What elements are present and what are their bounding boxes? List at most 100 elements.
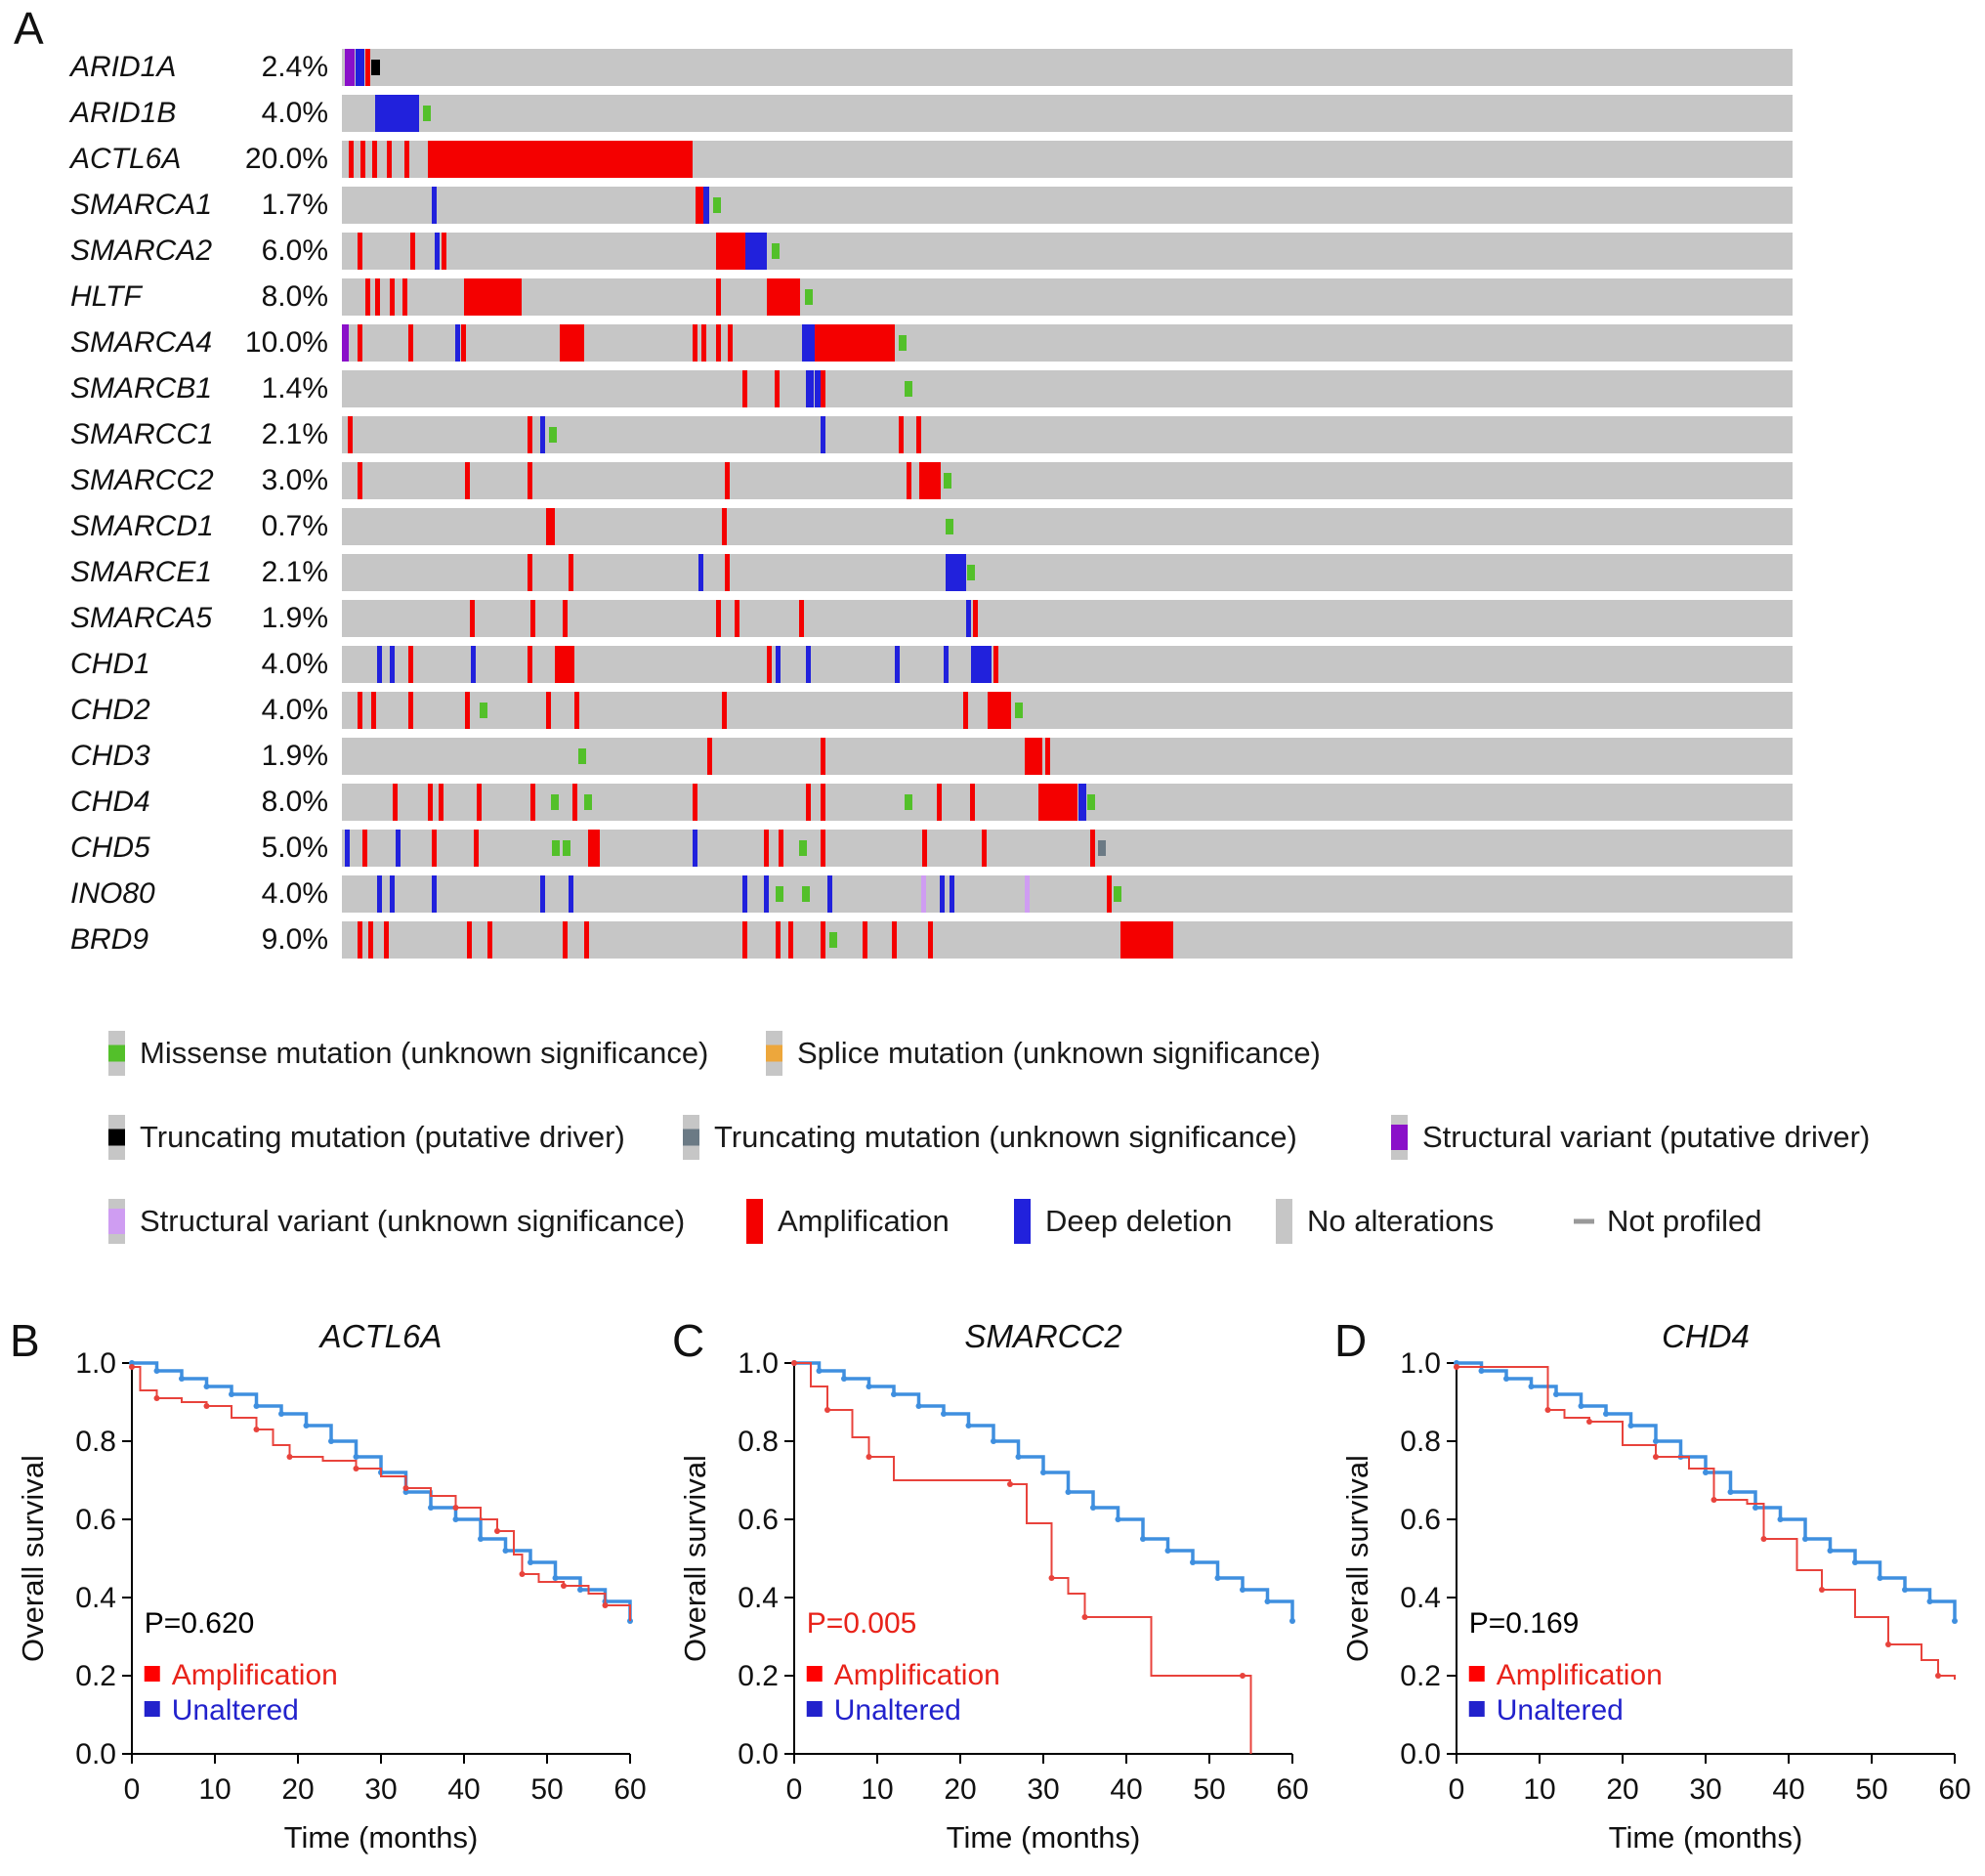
survival-panel-chd4: D CHD4 0.0 0.2 0.4 0.6 0.8 1.0 0 10 20 30 40 50 60 Ove… bbox=[1334, 1314, 1979, 1876]
y-axis-label: Overall survival bbox=[1340, 1455, 1374, 1662]
alteration-mark-amp bbox=[390, 278, 395, 316]
km-plot: CHD4 0.0 0.2 0.4 0.6 0.8 1.0 0 10 20 30 40 50 60 Overa… bbox=[1340, 1318, 1971, 1855]
alteration-mark-amp bbox=[863, 921, 868, 959]
alteration-mark-amp bbox=[722, 508, 728, 545]
alteration-mark-amp bbox=[728, 324, 733, 362]
alteration-mark-amp bbox=[788, 921, 794, 959]
censor-mark bbox=[816, 1368, 823, 1374]
alteration-mark-amp bbox=[725, 554, 731, 591]
y-tick-label: 0.8 bbox=[738, 1426, 779, 1458]
alteration-mark-mis bbox=[801, 886, 810, 902]
censor-mark bbox=[129, 1364, 135, 1370]
y-tick-label: 0.4 bbox=[738, 1582, 779, 1614]
censor-mark bbox=[1503, 1376, 1509, 1382]
alteration-mark-amp bbox=[465, 462, 471, 499]
alteration-mark-amp bbox=[741, 370, 747, 407]
km-legend-swatch-icon bbox=[806, 1701, 823, 1717]
alteration-mark-del bbox=[540, 875, 546, 913]
censor-mark bbox=[1553, 1391, 1559, 1397]
x-tick-label: 50 bbox=[530, 1773, 563, 1806]
oncoprint-row: SMARCD1 0.7% bbox=[0, 508, 1985, 545]
panel-a-label: A bbox=[14, 3, 44, 54]
alteration-mark-svu bbox=[1025, 875, 1031, 913]
alteration-mark-del bbox=[344, 830, 350, 867]
censor-mark bbox=[203, 1403, 210, 1409]
gene-name: INO80 bbox=[70, 877, 155, 910]
y-tick-label: 0.2 bbox=[738, 1660, 779, 1692]
oncoprint-row: SMARCC2 3.0% bbox=[0, 462, 1985, 499]
y-tick-label: 0.8 bbox=[75, 1426, 116, 1458]
alteration-mark-amp bbox=[562, 600, 568, 637]
alteration-mark-amp bbox=[906, 462, 911, 499]
censor-mark bbox=[577, 1587, 583, 1593]
alteration-mark-amp bbox=[1045, 738, 1051, 775]
legend-label: Truncating mutation (putative driver) bbox=[140, 1120, 625, 1154]
y-tick-label: 0.2 bbox=[1400, 1660, 1441, 1692]
alteration-frequency: 1.9% bbox=[261, 602, 328, 634]
alteration-mark-amp bbox=[409, 233, 415, 270]
alteration-mark-amp bbox=[360, 141, 366, 178]
alteration-mark-mis bbox=[828, 932, 837, 948]
alteration-mark-amp bbox=[1025, 738, 1043, 775]
x-tick-label: 10 bbox=[198, 1773, 231, 1806]
km-legend-label: Amplification bbox=[834, 1659, 1000, 1691]
oncoprint-row: INO80 4.0% bbox=[0, 875, 1985, 913]
censor-mark bbox=[153, 1368, 160, 1374]
censor-mark bbox=[203, 1384, 210, 1389]
x-tick-label: 0 bbox=[124, 1773, 141, 1806]
alteration-mark-amp bbox=[972, 600, 978, 637]
alteration-mark-amp bbox=[1037, 784, 1077, 821]
alteration-mark-mis bbox=[804, 289, 813, 305]
alteration-mark-amp bbox=[408, 324, 414, 362]
gene-name: BRD9 bbox=[70, 923, 149, 956]
alteration-frequency: 2.1% bbox=[261, 418, 328, 450]
oncoprint-row: SMARCA2 6.0% bbox=[0, 233, 1985, 270]
alteration-mark-amp bbox=[358, 233, 363, 270]
censor-mark bbox=[452, 1505, 459, 1511]
alteration-frequency: 1.4% bbox=[261, 372, 328, 405]
km-legend-label: Amplification bbox=[172, 1659, 338, 1691]
censor-mark bbox=[1819, 1587, 1825, 1593]
legend-label: Structural variant (unknown significance… bbox=[140, 1204, 686, 1238]
gene-name: CHD3 bbox=[70, 740, 150, 772]
alteration-mark-del bbox=[432, 187, 438, 224]
censor-mark bbox=[1007, 1481, 1013, 1487]
censor-mark bbox=[1710, 1497, 1717, 1503]
svu-legend-glyph-icon bbox=[108, 1199, 125, 1244]
km-legend-swatch-icon bbox=[144, 1701, 160, 1717]
survival-panel-actl6a: B ACTL6A 0.0 0.2 0.4 0.6 0.8 1.0 0 10 20 30 40 50 60 O… bbox=[10, 1314, 655, 1876]
km-legend-swatch-icon bbox=[1468, 1666, 1485, 1682]
alteration-track bbox=[342, 370, 1793, 407]
alteration-mark-amp bbox=[465, 692, 471, 729]
alteration-mark-amp bbox=[693, 324, 698, 362]
alteration-mark-mis bbox=[583, 794, 592, 810]
alteration-mark-mis bbox=[578, 748, 587, 764]
alteration-track bbox=[342, 187, 1793, 224]
alteration-mark-mis bbox=[899, 335, 908, 351]
y-tick-label: 0.0 bbox=[75, 1738, 116, 1770]
km-curve-unaltered bbox=[794, 1361, 1294, 1621]
alteration-mark-amp bbox=[364, 49, 370, 86]
censor-mark bbox=[1454, 1364, 1459, 1370]
alteration-mark-amp bbox=[573, 692, 579, 729]
alteration-mark-amp bbox=[927, 921, 933, 959]
censor-mark bbox=[1777, 1516, 1784, 1522]
alteration-mark-mis bbox=[549, 427, 558, 443]
censor-mark bbox=[866, 1384, 872, 1389]
alteration-mark-del bbox=[950, 875, 955, 913]
alteration-mark-amp bbox=[981, 830, 987, 867]
gene-name: CHD4 bbox=[70, 786, 150, 818]
alteration-mark-amp bbox=[821, 738, 826, 775]
alteration-mark-amp bbox=[716, 324, 722, 362]
oncoprint: ARID1A 2.4% ARID1B 4.0% ACTL6A 20.0% SMARCA1 1.… bbox=[0, 49, 1985, 967]
alteration-mark-amp bbox=[432, 830, 438, 867]
oncoprint-row: ARID1A 2.4% bbox=[0, 49, 1985, 86]
alteration-mark-del bbox=[702, 187, 709, 224]
legend-item-sv: Structural variant (putative driver) bbox=[1391, 1112, 1870, 1163]
mis-legend-glyph-icon bbox=[108, 1031, 125, 1076]
alteration-mark-mis bbox=[944, 473, 952, 489]
y-tick-label: 0.6 bbox=[75, 1504, 116, 1536]
censor-mark bbox=[1935, 1673, 1941, 1679]
alteration-mark-del bbox=[821, 416, 826, 453]
alteration-mark-amp bbox=[583, 921, 589, 959]
